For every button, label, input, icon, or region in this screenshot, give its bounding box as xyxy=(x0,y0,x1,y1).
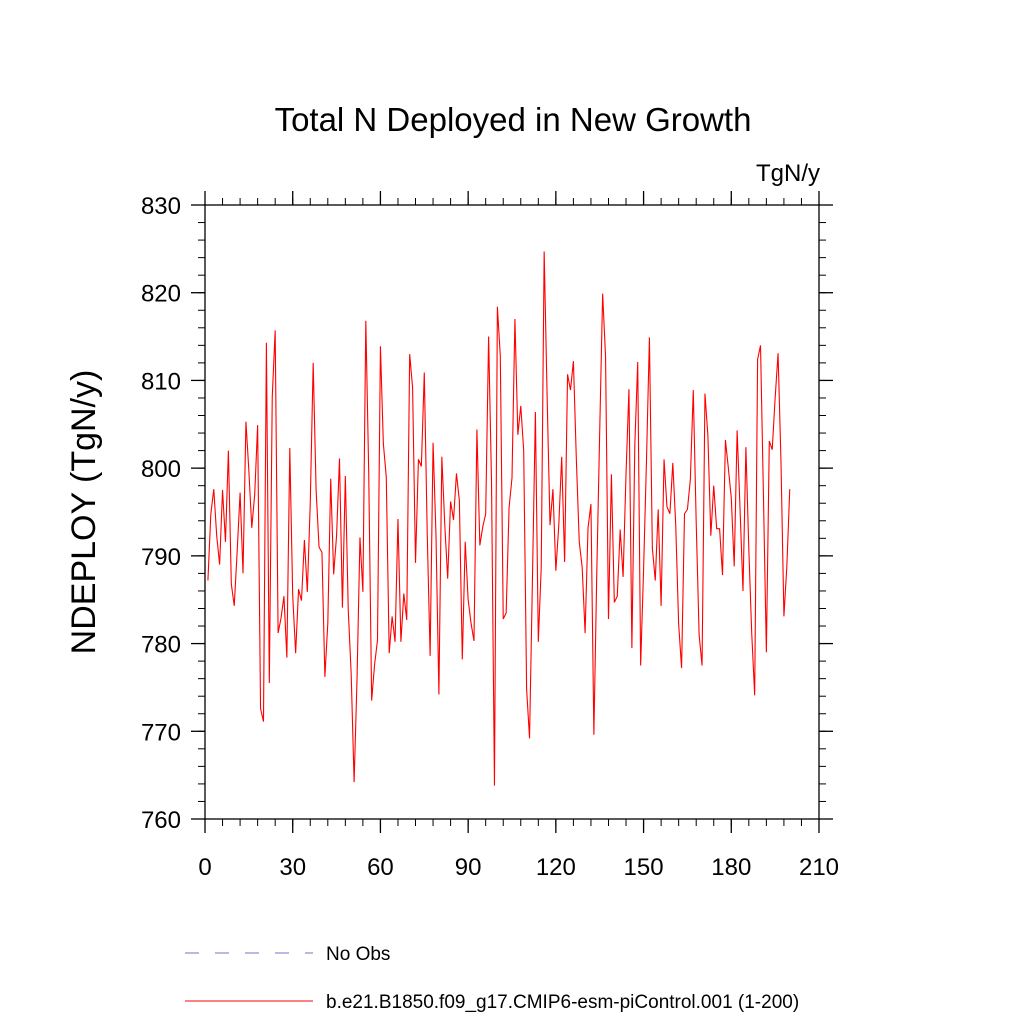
y-tick-label: 830 xyxy=(141,193,181,220)
x-tick-label: 0 xyxy=(198,854,211,881)
series-line-model xyxy=(207,251,791,786)
y-tick-label: 810 xyxy=(141,368,181,395)
legend-label-model: b.e21.B1850.f09_g17.CMIP6-esm-piControl.… xyxy=(326,992,799,1013)
legend-label-no-obs: No Obs xyxy=(326,944,390,965)
major-ticks xyxy=(191,191,833,833)
y-tick-label: 780 xyxy=(141,632,181,659)
x-tick-labels: 0 30 60 90 120 150 180 210 xyxy=(198,854,839,881)
legend: No Obs b.e21.B1850.f09_g17.CMIP6-esm-piC… xyxy=(185,944,799,1013)
units-label: TgN/y xyxy=(756,160,820,187)
x-tick-label: 120 xyxy=(536,854,576,881)
y-tick-label: 790 xyxy=(141,544,181,571)
y-tick-labels: 760 770 780 790 800 810 820 830 xyxy=(141,193,181,834)
x-tick-label: 210 xyxy=(799,854,839,881)
x-tick-label: 90 xyxy=(455,854,482,881)
x-tick-label: 30 xyxy=(279,854,306,881)
y-tick-label: 820 xyxy=(141,281,181,308)
x-tick-label: 180 xyxy=(711,854,751,881)
y-tick-label: 760 xyxy=(141,807,181,834)
chart-title: Total N Deployed in New Growth xyxy=(275,101,752,138)
y-axis-label: NDEPLOY (TgN/y) xyxy=(65,370,103,655)
x-tick-label: 150 xyxy=(624,854,664,881)
y-tick-label: 800 xyxy=(141,456,181,483)
x-tick-label: 60 xyxy=(367,854,394,881)
plot-frame xyxy=(204,204,820,820)
y-tick-label: 770 xyxy=(141,719,181,746)
